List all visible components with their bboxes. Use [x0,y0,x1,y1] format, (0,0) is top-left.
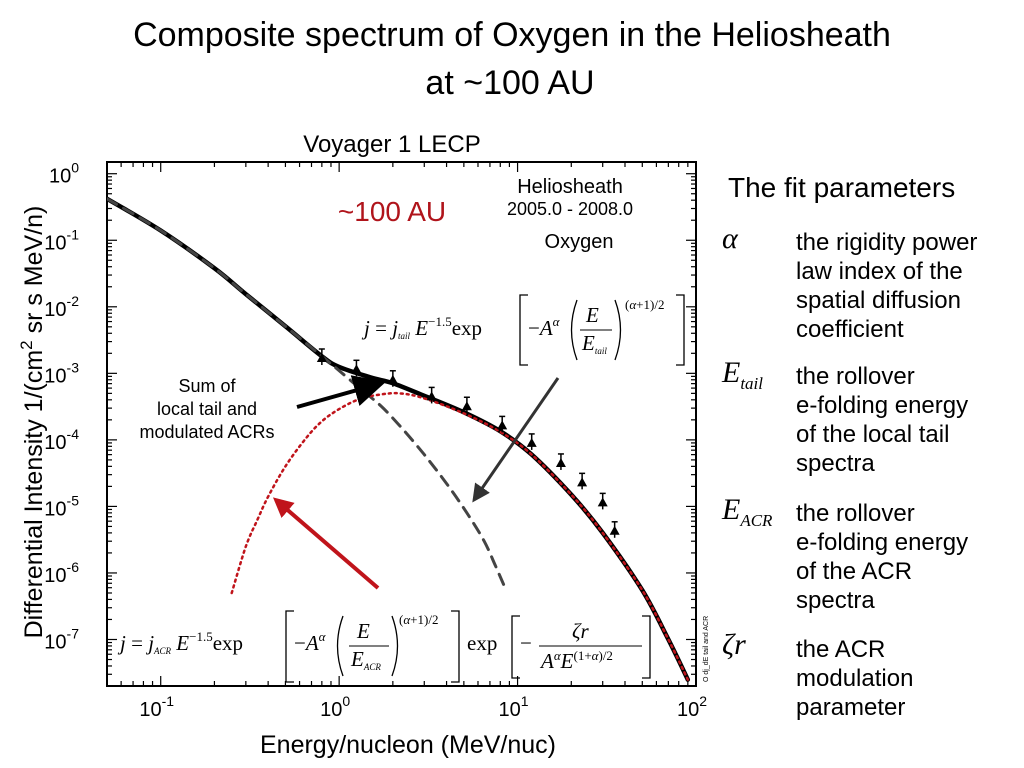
x-tick-labels: 10-1 100 101 102 [139,693,707,721]
svg-text:ζr: ζr [572,619,590,643]
data-point [461,396,472,414]
svg-text:exp: exp [467,631,497,655]
x-tick-label: 10-1 [139,693,174,721]
data-point [426,386,437,404]
data-point [609,521,620,538]
x-axis-label: Energy/nucleon (MeV/nuc) [260,731,556,759]
region-label: Heliosheath [517,176,623,198]
species-label: Oxygen [545,231,614,253]
sum-label-line2: local tail and [157,399,257,419]
y-axis-label: Differential Intensity 1/(cm2 sr s MeV/n… [17,206,48,639]
zeta-r-symbol: ζr [722,628,746,661]
svg-text:−Aα: −Aα [294,629,327,655]
acr-formula: j = jACR E−1.5exp −Aα E EACR (α+1)/2 exp… [117,610,651,683]
params-heading: The fit parameters [728,172,956,203]
alpha-symbol: α [722,222,738,255]
y-tick-labels: 100 10-1 10-2 10-3 10-4 10-5 10-6 10-7 [44,160,79,654]
etail-symbol: Etail [722,356,763,393]
acr-arrow [272,497,380,590]
alpha-description: the rigidity power law index of the spati… [796,229,978,343]
plot-frame [106,161,697,687]
data-points-layer [316,348,620,538]
period-label: 2005.0 - 2008.0 [507,199,633,219]
eacr-symbol: EACR [722,493,773,530]
data-point [316,348,327,366]
slide-title-line1: Composite spectrum of Oxygen in the Heli… [133,16,891,54]
acr-curve [230,391,690,681]
svg-text:−: − [520,631,532,655]
svg-text:Etail: Etail [581,331,607,356]
y-tick-label: 10-2 [44,293,79,321]
axis-ticks [106,162,697,687]
x-tick-label: 100 [320,693,350,721]
data-point [351,359,362,377]
data-point [555,453,566,470]
data-point [597,492,608,510]
svg-text:−Aα: −Aα [528,314,561,340]
chart-title: Voyager 1 LECP [303,131,480,158]
data-point [526,433,537,450]
data-point [387,370,398,387]
y-tick-label: 10-5 [44,492,79,520]
distance-label: ~100 AU [338,196,446,227]
svg-text:AαE(1+α)/2: AαE(1+α)/2 [539,648,613,673]
local-tail-curve [107,197,507,590]
x-tick-label: 102 [677,693,707,721]
y-tick-label: 100 [49,160,79,188]
svg-text:E: E [356,619,370,643]
slide-title-line2: at ~100 AU [425,64,595,102]
sum-arrow [296,375,386,409]
x-tick-label: 101 [499,693,529,721]
data-point [497,415,508,433]
data-point [577,472,588,490]
y-tick-label: 10-6 [44,559,79,587]
sum-label-line1: Sum of [178,376,236,396]
zeta-r-description: the ACR modulation parameter [796,636,914,721]
svg-text:j = jACR E−1.5exp: j = jACR E−1.5exp [117,629,243,656]
sum-label-line3: modulated ACRs [139,422,274,442]
y-tick-label: 10-3 [44,359,79,387]
svg-text:(α+1)/2: (α+1)/2 [399,612,438,627]
svg-text:E: E [585,303,599,327]
y-tick-label: 10-7 [44,625,79,653]
side-note: O dj_dE tail and ACR [703,616,710,682]
svg-text:(α+1)/2: (α+1)/2 [625,297,664,312]
svg-text:j = jtail E−1.5exp: j = jtail E−1.5exp [361,314,482,341]
y-tick-label: 10-4 [44,426,79,454]
svg-text:EACR: EACR [350,647,381,672]
tail-arrow [472,377,560,503]
etail-description: the rollover e-folding energy of the loca… [796,363,969,477]
y-tick-label: 10-1 [44,226,79,254]
eacr-description: the rollover e-folding energy of the ACR s… [796,500,969,614]
tail-formula: j = jtail E−1.5exp −Aα E Etail (α+1)/2 [361,294,685,366]
